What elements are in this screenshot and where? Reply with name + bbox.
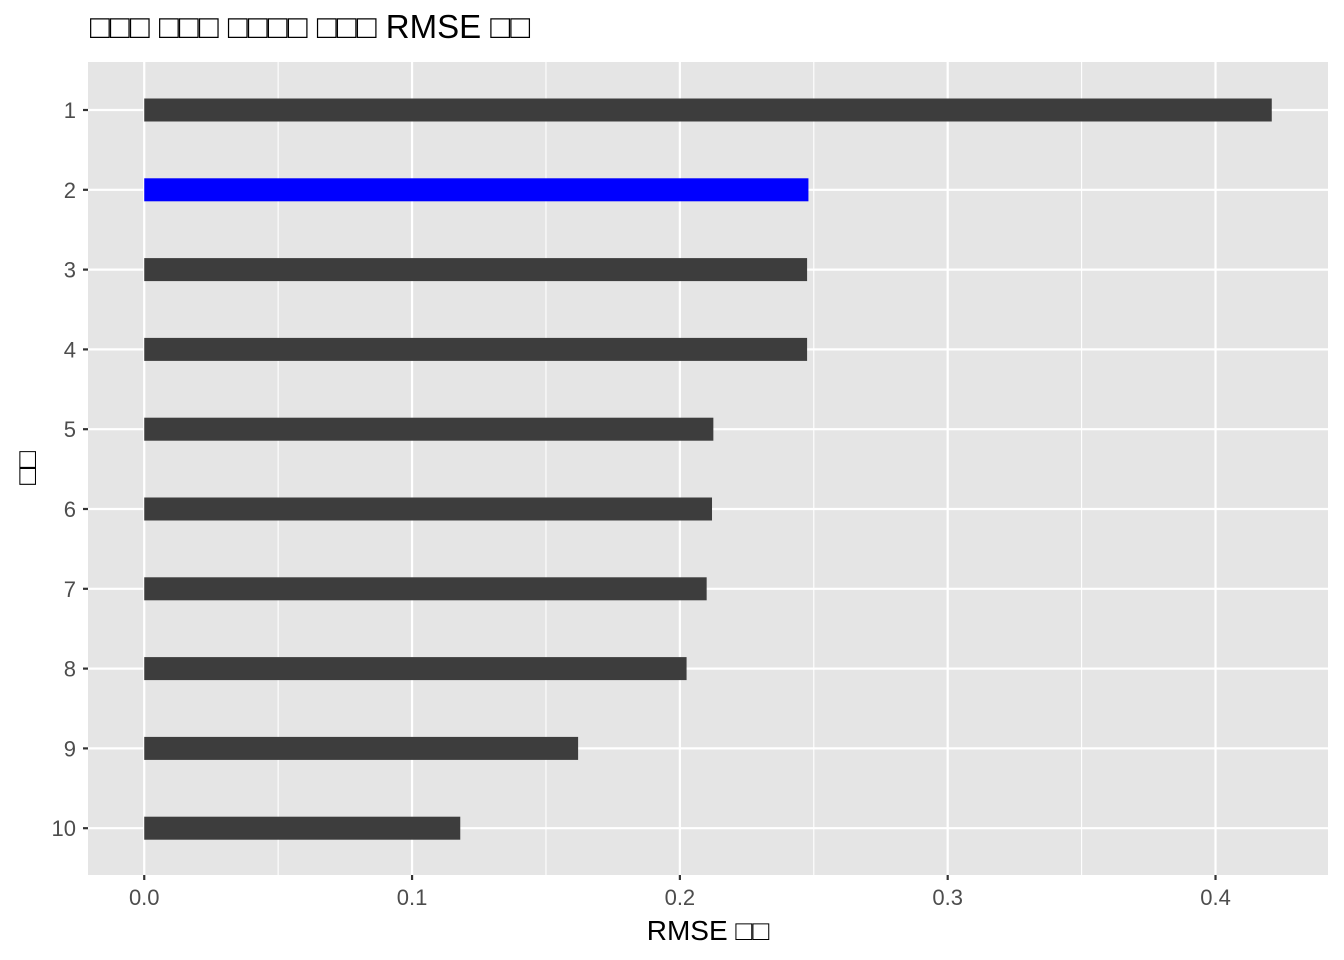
bar-5 [144, 417, 714, 441]
bar-9 [144, 736, 579, 760]
x-axis-title: RMSE □□ [647, 915, 770, 946]
bar-10 [144, 816, 461, 840]
x-tick-label: 0.3 [932, 885, 963, 910]
x-tick-label: 0.2 [665, 885, 696, 910]
y-axis-title: □□ [11, 451, 42, 485]
y-tick-label: 5 [64, 417, 76, 442]
y-tick-label: 9 [64, 736, 76, 761]
y-tick-label: 10 [52, 816, 76, 841]
y-tick-label: 4 [64, 337, 76, 362]
chart-title: □□□ □□□ □□□□ □□□ RMSE □□ [90, 8, 530, 45]
y-tick-label: 6 [64, 497, 76, 522]
y-tick-label: 2 [64, 178, 76, 203]
bar-3 [144, 258, 808, 282]
bar-2 [144, 178, 809, 202]
bar-4 [144, 337, 808, 361]
bar-7 [144, 577, 707, 601]
bars [144, 98, 1272, 840]
bar-6 [144, 497, 713, 521]
bar-8 [144, 657, 687, 681]
y-tick-label: 1 [64, 98, 76, 123]
bar-1 [144, 98, 1272, 122]
y-axis: 1 2 3 4 5 6 7 8 9 10 [52, 98, 88, 841]
x-tick-label: 0.4 [1200, 885, 1231, 910]
y-tick-label: 8 [64, 657, 76, 682]
x-axis: 0.0 0.1 0.2 0.3 0.4 [129, 875, 1231, 910]
x-tick-label: 0.1 [397, 885, 428, 910]
x-tick-label: 0.0 [129, 885, 160, 910]
y-tick-label: 7 [64, 577, 76, 602]
y-tick-label: 3 [64, 258, 76, 283]
